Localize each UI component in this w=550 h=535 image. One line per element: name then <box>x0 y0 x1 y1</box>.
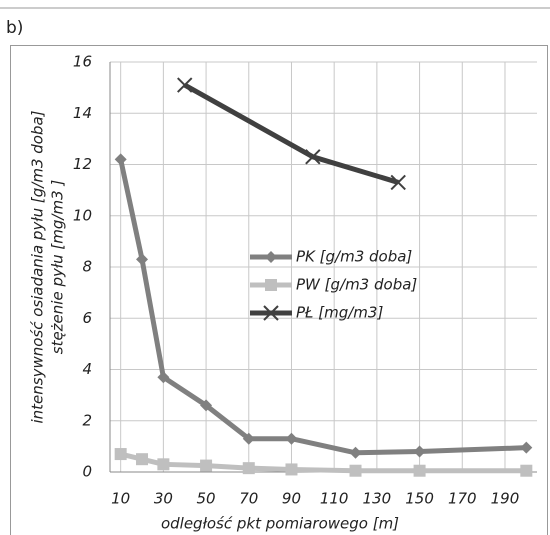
legend-label: PŁ [mg/m3] <box>296 304 383 322</box>
marker <box>413 445 426 458</box>
chart-frame <box>10 45 548 535</box>
y-axis-title: intensywność osiadania pyłu [g/m3 doba] <box>29 110 47 423</box>
legend-label: PK [g/m3 doba] <box>296 248 412 266</box>
x-tick-label: 110 <box>320 490 349 508</box>
x-tick-label: 130 <box>363 490 392 508</box>
x-tick-label: 170 <box>448 490 477 508</box>
marker <box>114 153 127 166</box>
marker <box>200 459 213 472</box>
y-tick-label: 12 <box>73 155 92 173</box>
marker <box>136 253 149 266</box>
x-tick-label: 150 <box>405 490 434 508</box>
y-axis-title: stężenie pyłu [mg/m3 ] <box>49 180 67 355</box>
marker <box>265 251 277 263</box>
y-tick-label: 2 <box>82 411 92 429</box>
x-tick-label: 10 <box>111 490 130 508</box>
marker <box>265 279 277 291</box>
marker <box>349 446 362 459</box>
marker <box>349 464 362 477</box>
y-tick-label: 14 <box>73 104 92 122</box>
x-tick-label: 90 <box>282 490 301 508</box>
marker <box>285 463 298 476</box>
marker <box>305 149 321 165</box>
marker <box>200 399 213 412</box>
panel-label: b) <box>6 18 23 38</box>
y-tick-label: 8 <box>82 258 92 276</box>
x-tick-label: 70 <box>239 490 258 508</box>
marker <box>413 464 426 477</box>
series-line <box>120 451 527 474</box>
x-tick-label: 50 <box>197 490 216 508</box>
y-tick-label: 0 <box>82 463 92 481</box>
marker <box>136 453 149 466</box>
x-tick-label: 30 <box>154 490 173 508</box>
marker <box>242 432 255 445</box>
marker <box>114 448 127 461</box>
marker <box>390 174 406 191</box>
x-axis-title: odległość pkt pomiarowego [m] <box>161 515 399 533</box>
marker <box>285 432 298 445</box>
marker <box>263 305 279 321</box>
marker <box>520 441 533 454</box>
x-tick-label: 190 <box>491 490 520 508</box>
marker <box>177 77 193 93</box>
legend-label: PW [g/m3 doba] <box>296 276 417 294</box>
y-tick-label: 10 <box>73 206 92 224</box>
y-tick-label: 4 <box>82 360 92 378</box>
y-tick-label: 16 <box>73 53 92 71</box>
marker <box>242 462 255 475</box>
marker <box>520 464 533 477</box>
y-tick-label: 6 <box>82 309 92 327</box>
marker <box>157 371 170 384</box>
marker <box>157 458 170 471</box>
